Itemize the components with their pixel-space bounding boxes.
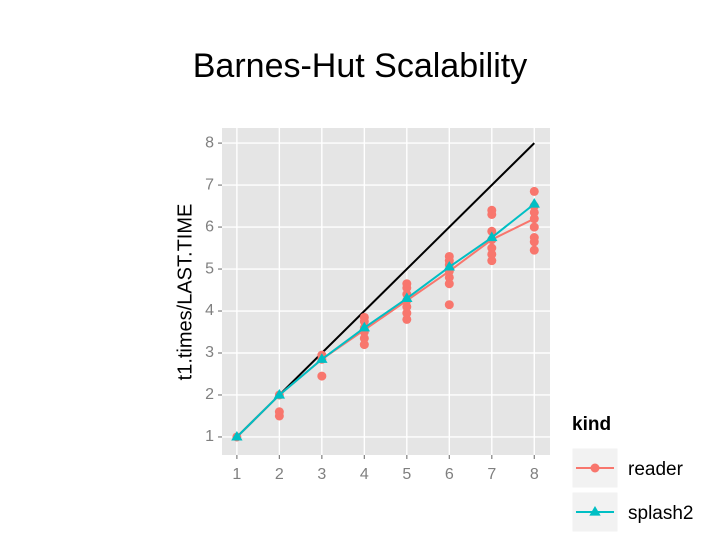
data-point [402,308,412,318]
triangle-marker [528,197,540,208]
x-tick-label: 8 [530,466,539,483]
data-point [529,245,539,255]
triangle-marker [443,260,456,271]
triangle-marker [358,321,371,332]
data-point [359,333,369,343]
data-point [359,312,369,322]
x-tick-label: 1 [232,466,241,483]
triangle-marker [231,430,243,441]
data-point [487,249,497,259]
x-tick-label: 6 [445,466,454,483]
chart-title: Barnes-Hut Scalability [193,47,527,85]
legend-label: reader [628,459,684,480]
y-tick-label: 2 [205,386,214,403]
x-tick-label: 3 [317,466,326,483]
data-point [444,279,454,289]
data-point [487,256,497,266]
x-tick-label: 4 [360,466,369,483]
data-point [529,186,539,196]
y-tick-label: 1 [205,428,214,445]
data-point [444,300,454,310]
data-point [402,314,412,324]
data-point [487,243,497,253]
data-point [402,279,412,289]
data-point [529,207,539,217]
data-point [529,222,539,232]
data-point [487,226,497,236]
series-line [236,203,535,438]
y-tick-label: 5 [205,260,214,277]
legend-marker [589,506,601,516]
y-tick-label: 3 [205,344,214,361]
data-point [444,251,454,261]
x-tick-label: 7 [487,466,496,483]
x-tick-label: 2 [275,466,284,483]
x-tick-label: 5 [402,466,411,483]
y-axis-label: t1.times/LAST.TIME [174,204,196,381]
data-point [444,272,454,282]
data-point [359,340,369,350]
data-point [487,205,497,215]
data-point [317,371,327,381]
legend-label: splash2 [628,503,694,524]
y-tick-label: 6 [205,218,214,235]
legend-marker [590,463,600,473]
y-tick-label: 7 [205,176,214,193]
triangle-marker [273,388,286,399]
data-point [529,233,539,243]
triangle-marker [486,231,498,242]
data-point [402,302,412,312]
y-tick-label: 8 [205,134,214,151]
triangle-marker [401,292,413,303]
legend-title: kind [572,414,611,435]
y-tick-label: 4 [205,302,214,319]
data-point [274,407,284,417]
triangle-marker [316,353,328,363]
